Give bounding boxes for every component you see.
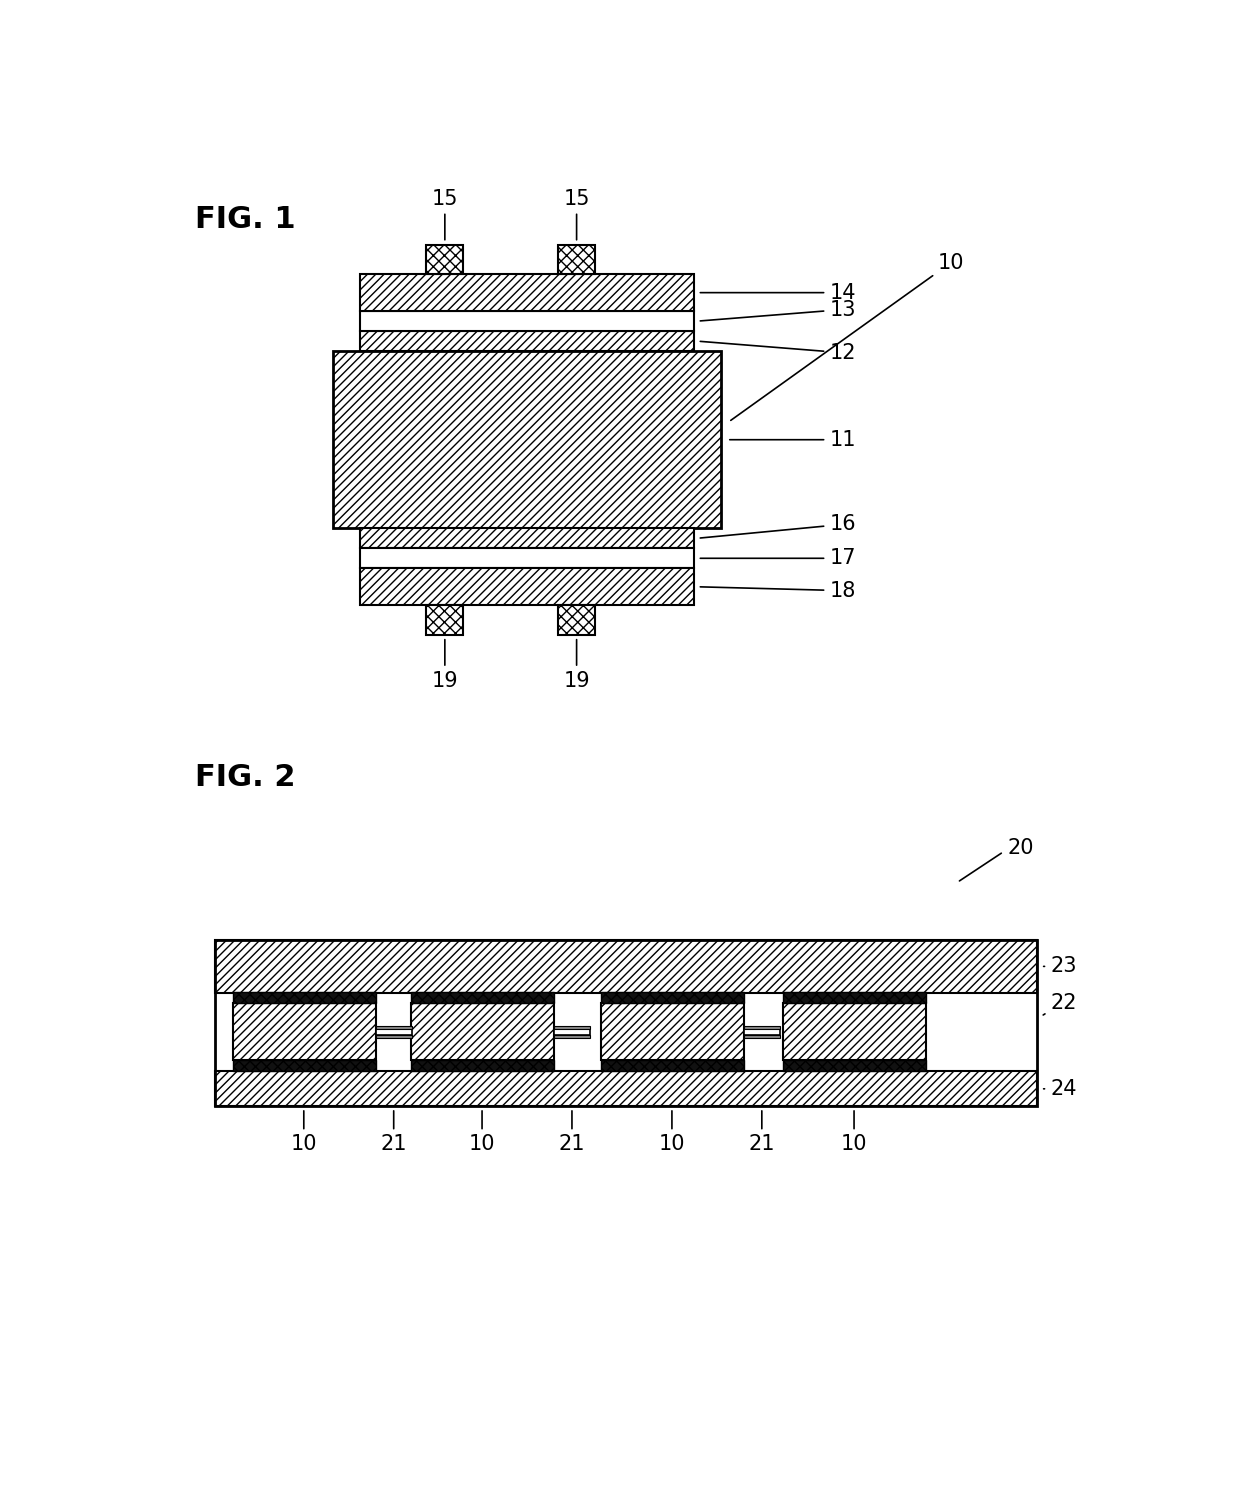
Bar	[376, 1035, 412, 1038]
Bar	[744, 1029, 780, 1035]
Text: 20: 20	[1007, 838, 1034, 858]
Bar	[558, 244, 595, 274]
Text: 10: 10	[730, 253, 965, 420]
Text: 14: 14	[701, 283, 856, 302]
Bar	[376, 1026, 412, 1029]
Bar	[361, 274, 693, 311]
Bar	[410, 992, 554, 1002]
Text: 23: 23	[1044, 956, 1076, 977]
Text: 19: 19	[432, 640, 458, 691]
Bar	[427, 244, 464, 274]
Bar	[361, 529, 693, 548]
Text: 21: 21	[381, 1111, 407, 1154]
Bar	[600, 1002, 744, 1060]
Bar	[554, 1035, 590, 1038]
Bar	[410, 1060, 554, 1071]
Text: 24: 24	[1044, 1080, 1076, 1099]
Bar	[782, 1060, 926, 1071]
Text: FIG. 1: FIG. 1	[196, 205, 296, 234]
Text: 19: 19	[563, 640, 590, 691]
Text: 10: 10	[290, 1111, 317, 1154]
Text: 11: 11	[729, 430, 856, 450]
Bar	[361, 569, 693, 605]
Text: 10: 10	[841, 1111, 867, 1154]
Bar	[782, 1002, 926, 1060]
Text: 12: 12	[701, 341, 856, 363]
Bar	[216, 993, 1037, 1071]
Text: 10: 10	[469, 1111, 495, 1154]
Text: 22: 22	[1043, 993, 1076, 1015]
Bar	[233, 1002, 376, 1060]
Text: 21: 21	[749, 1111, 775, 1154]
Text: FIG. 2: FIG. 2	[196, 762, 296, 792]
Bar	[600, 1060, 744, 1071]
Text: 13: 13	[701, 299, 856, 322]
Bar	[744, 1026, 780, 1029]
Bar	[233, 992, 376, 1002]
Bar	[216, 940, 1037, 1106]
Bar	[410, 1002, 554, 1060]
Bar	[361, 311, 693, 331]
Bar	[744, 1035, 780, 1038]
Text: 17: 17	[701, 548, 856, 569]
Bar	[361, 331, 693, 351]
Text: 18: 18	[701, 581, 856, 600]
Bar	[361, 548, 693, 569]
Bar	[782, 992, 926, 1002]
Bar	[427, 605, 464, 634]
Bar	[554, 1026, 590, 1029]
Bar	[554, 1029, 590, 1035]
Text: 15: 15	[563, 189, 590, 240]
Bar	[600, 992, 744, 1002]
Bar	[216, 940, 1037, 993]
Bar	[558, 605, 595, 634]
Text: 10: 10	[658, 1111, 686, 1154]
Bar	[376, 1029, 412, 1035]
Text: 21: 21	[559, 1111, 585, 1154]
Bar	[334, 351, 720, 529]
Text: 16: 16	[701, 514, 856, 538]
Text: 15: 15	[432, 189, 458, 240]
Bar	[233, 1060, 376, 1071]
Bar	[216, 1071, 1037, 1106]
